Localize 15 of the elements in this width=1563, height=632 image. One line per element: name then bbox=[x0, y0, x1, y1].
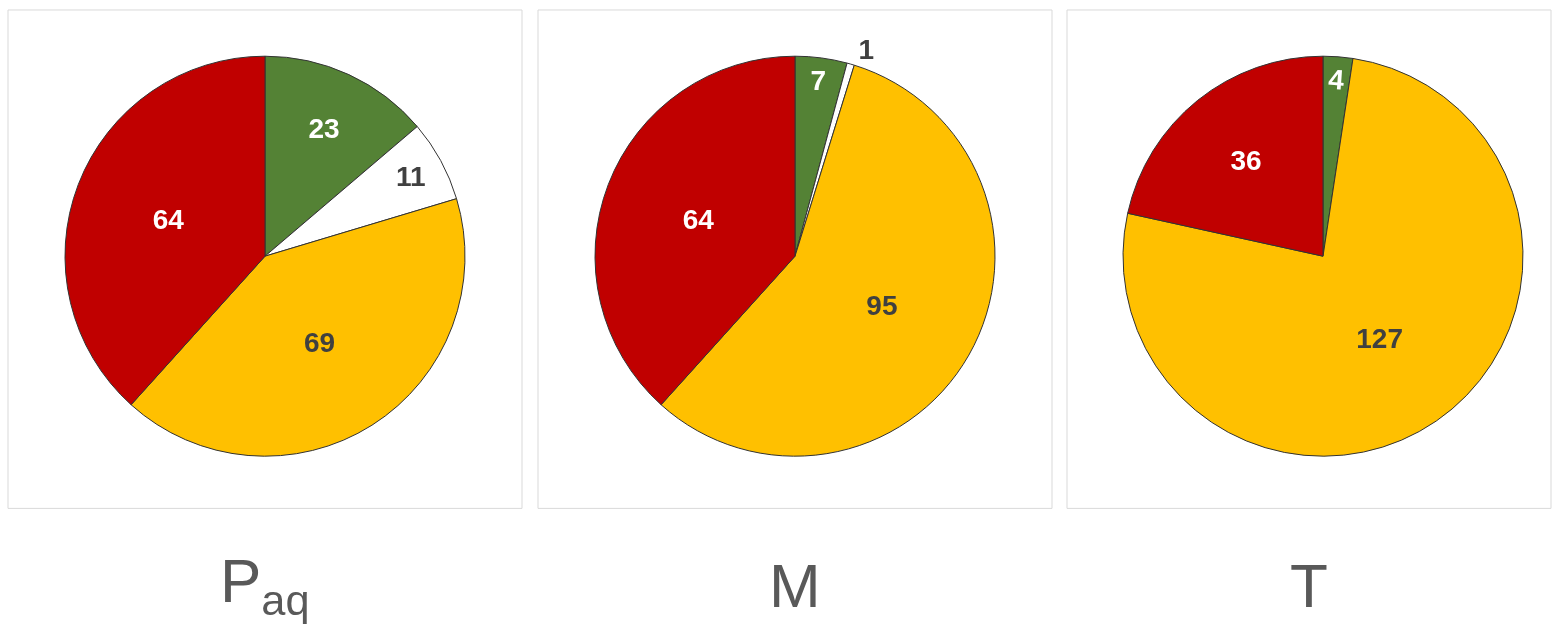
data-label: 36 bbox=[1230, 144, 1262, 176]
data-label: 11 bbox=[395, 161, 426, 193]
data-label: 4 bbox=[1327, 63, 1346, 96]
data-label: 64 bbox=[152, 203, 185, 235]
data-label: 64 bbox=[682, 203, 715, 235]
data-label: 7 bbox=[810, 65, 826, 97]
data-label: 127 bbox=[1356, 323, 1403, 355]
text: P$_{aq}$ bbox=[220, 546, 310, 625]
pie-slice bbox=[1122, 57, 1524, 457]
data-label: 23 bbox=[308, 112, 340, 144]
data-label: 1 bbox=[858, 34, 875, 66]
data-label: 69 bbox=[303, 326, 336, 358]
text: T bbox=[1290, 551, 1328, 620]
text: M bbox=[769, 551, 821, 620]
data-label: 95 bbox=[866, 290, 898, 322]
